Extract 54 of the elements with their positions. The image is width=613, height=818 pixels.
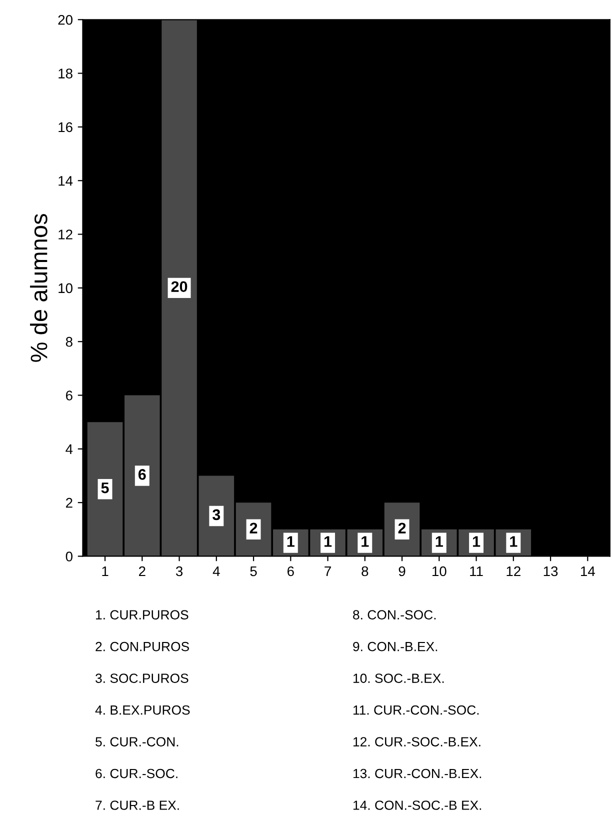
data-label: 1 (324, 536, 332, 547)
y-tick-label: 16 (58, 122, 72, 132)
x-tick-label: 8 (362, 566, 368, 576)
x-tick-label: 4 (212, 566, 220, 576)
data-label: 1 (473, 536, 480, 547)
x-tick-label: 5 (250, 566, 257, 576)
bar (198, 476, 234, 556)
data-label: 20 (171, 281, 188, 292)
data-label: 5 (101, 482, 109, 494)
text: 10. SOC.-B.EX. (353, 674, 444, 683)
y-tick-label: 8 (66, 336, 72, 347)
y-tick-label: 12 (58, 230, 72, 240)
text: 12. CUR.-SOC.-B.EX. (353, 737, 480, 746)
y-tick-label: 6 (66, 390, 72, 400)
x-tick-label: 9 (398, 566, 406, 576)
data-label: 6 (138, 469, 146, 480)
text: 3. SOC.PUROS (96, 674, 188, 683)
data-label: 1 (510, 536, 518, 547)
y-tick-label: 2 (66, 498, 72, 508)
y-tick-label: 20 (58, 14, 72, 25)
x-tick-label: 14 (580, 566, 595, 576)
text: 11. CUR.-CON.-SOC. (353, 705, 479, 715)
x-tick-label: 1 (102, 566, 108, 576)
text: 2. CON.PUROS (96, 642, 189, 652)
x-tick-label: 13 (544, 566, 558, 576)
y-tick-label: 4 (66, 444, 73, 454)
data-label: 2 (250, 522, 258, 534)
text: 6. CUR.-SOC. (96, 768, 178, 778)
data-label: 3 (212, 509, 220, 520)
x-tick-label: 11 (470, 566, 483, 576)
y-tick-label: 18 (58, 68, 72, 78)
text: 4. B.EX.PUROS (95, 705, 190, 715)
data-label: 1 (287, 536, 294, 547)
x-tick-label: 7 (324, 566, 331, 576)
x-tick-label: 6 (288, 566, 294, 576)
text: 8. CON.-SOC. (353, 610, 436, 620)
data-label: 2 (398, 522, 406, 534)
text: 14. CON.-SOC.-B EX. (353, 800, 482, 810)
y-tick-label: 0 (66, 552, 72, 562)
bar (87, 422, 123, 556)
y-axis-title: % de alumnos (30, 214, 48, 362)
x-tick-label: 10 (432, 566, 446, 576)
y-tick-label: 14 (58, 176, 73, 186)
text: 7. CUR.-B EX. (96, 800, 179, 810)
text: 13. CUR.-CON.-B.EX. (353, 768, 482, 778)
x-tick-label: 2 (138, 566, 146, 576)
y-tick-label: 10 (58, 283, 72, 294)
x-tick-label: 12 (506, 566, 520, 576)
text: 5. CUR.-CON. (96, 737, 178, 746)
text: 9. CON.-B.EX. (353, 642, 438, 652)
text: 1. CUR.PUROS (96, 610, 188, 620)
data-label: 1 (362, 536, 369, 547)
data-label: 1 (436, 536, 443, 547)
x-tick-label: 3 (176, 566, 183, 576)
